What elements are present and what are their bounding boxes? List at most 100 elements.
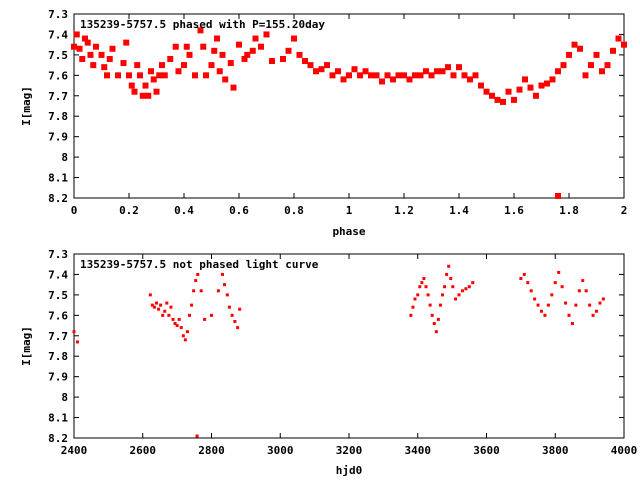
unphased-data-point: [148, 293, 152, 297]
phased-data-point: [263, 31, 270, 38]
unphased-data-point: [546, 303, 550, 307]
unphased-data-point: [238, 307, 242, 311]
phased-data-points: [71, 27, 627, 199]
phased-y-tick-label: 8.2: [48, 192, 68, 205]
unphased-y-tick-label: 7.9: [48, 371, 68, 384]
phased-data-point: [456, 64, 462, 71]
phased-data-point: [472, 72, 479, 79]
unphased-outlier-point: [195, 434, 199, 438]
phased-data-point: [142, 82, 149, 89]
unphased-data-point: [177, 317, 181, 321]
phased-data-point: [104, 72, 110, 79]
unphased-data-point: [210, 313, 213, 317]
phased-data-point: [478, 82, 484, 89]
unphased-data-point: [236, 326, 240, 330]
phased-data-point: [139, 92, 146, 99]
phased-data-point: [167, 55, 174, 62]
phased-data-point: [384, 72, 391, 79]
unphased-data-point: [471, 281, 475, 285]
unphased-data-point: [457, 293, 461, 297]
unphased-data-point: [183, 338, 187, 342]
phased-data-point: [379, 78, 385, 85]
phased-data-point: [115, 72, 121, 79]
unphased-data-point: [173, 322, 177, 326]
phased-data-point: [244, 51, 251, 58]
phased-data-point: [291, 35, 297, 42]
unphased-y-tick-label: 7.4: [48, 268, 68, 281]
phased-x-tick-label: 1.4: [449, 204, 469, 217]
phased-data-point: [76, 45, 83, 52]
phased-data-point: [461, 72, 468, 79]
phased-data-point: [373, 72, 380, 79]
unphased-data-point: [416, 293, 420, 297]
phased-data-point: [544, 80, 550, 87]
phased-data-point: [395, 72, 402, 79]
unphased-data-point: [445, 272, 449, 276]
phased-data-point: [134, 62, 141, 69]
phased-y-tick-label: 7.8: [48, 110, 68, 123]
unphased-data-point: [418, 285, 422, 289]
unphased-data-point: [451, 285, 455, 289]
unphased-x-tick-label: 3400: [405, 444, 432, 457]
phased-data-point: [71, 43, 77, 50]
phased-data-point: [428, 72, 435, 79]
unphased-data-point: [449, 277, 453, 281]
unphased-data-point: [420, 281, 424, 285]
unphased-y-tick-label: 7.7: [48, 330, 68, 343]
phased-x-tick-label: 1.2: [394, 204, 414, 217]
phased-data-point: [582, 72, 589, 79]
phased-data-point: [549, 76, 556, 83]
unphased-data-points: [72, 264, 605, 438]
unphased-y-tick-label: 7.3: [48, 248, 68, 261]
unphased-data-point: [163, 309, 167, 313]
unphased-data-point: [533, 297, 537, 301]
unphased-x-tick-label: 2400: [61, 444, 88, 457]
phased-data-point: [203, 72, 209, 79]
unphased-data-point: [574, 303, 578, 307]
unphased-data-point: [591, 313, 595, 317]
unphased-data-point: [192, 289, 196, 293]
phased-data-point: [489, 92, 495, 99]
phased-y-tick-label: 8.1: [48, 172, 68, 185]
phased-data-point: [126, 72, 132, 79]
phased-data-point: [236, 41, 242, 48]
phased-data-point: [423, 68, 429, 75]
phased-x-tick-labels: 0 0.2 0.4 0.6 0.8 1 1.2 1.4 1.6 1.8 2: [71, 204, 628, 217]
phased-data-point: [494, 96, 501, 103]
phased-data-point: [483, 88, 490, 95]
phased-data-point: [285, 47, 292, 54]
unphased-data-point: [169, 305, 173, 309]
phased-data-point: [175, 68, 182, 75]
phased-data-point: [390, 76, 396, 83]
unphased-plot-frame: [73, 253, 625, 439]
unphased-data-point: [536, 303, 540, 307]
phased-data-point: [161, 72, 168, 79]
unphased-data-point: [165, 301, 169, 305]
phased-data-point: [106, 55, 113, 62]
unphased-data-point: [227, 305, 231, 309]
phased-data-point: [137, 72, 143, 79]
unphased-data-point: [454, 297, 458, 301]
phased-data-point: [346, 72, 352, 79]
unphased-axis-ticks: [73, 253, 625, 439]
phased-data-point: [445, 64, 451, 71]
unphased-data-point: [223, 283, 227, 287]
unphased-data-point: [159, 303, 163, 307]
phased-data-point: [216, 68, 223, 75]
unphased-data-point: [543, 313, 547, 317]
phased-y-axis-label: I[mag]: [20, 86, 33, 126]
phased-data-point: [208, 62, 215, 69]
phased-data-point: [577, 45, 583, 52]
phased-data-point: [98, 51, 105, 58]
unphased-data-point: [152, 305, 156, 309]
unphased-data-point: [564, 301, 568, 305]
phased-data-point: [467, 76, 473, 83]
phased-data-point: [406, 76, 413, 83]
unphased-data-point: [409, 313, 413, 317]
phased-data-point: [335, 68, 341, 75]
unphased-data-point: [203, 317, 207, 321]
unphased-data-point: [540, 309, 543, 313]
phased-panel: 0 0.2 0.4 0.6 0.8 1 1.2 1.4 1.6 1.8 2 7.3 7.4 7.5 7.6…: [20, 8, 627, 238]
phased-data-point: [522, 76, 528, 83]
unphased-data-point: [171, 317, 175, 321]
